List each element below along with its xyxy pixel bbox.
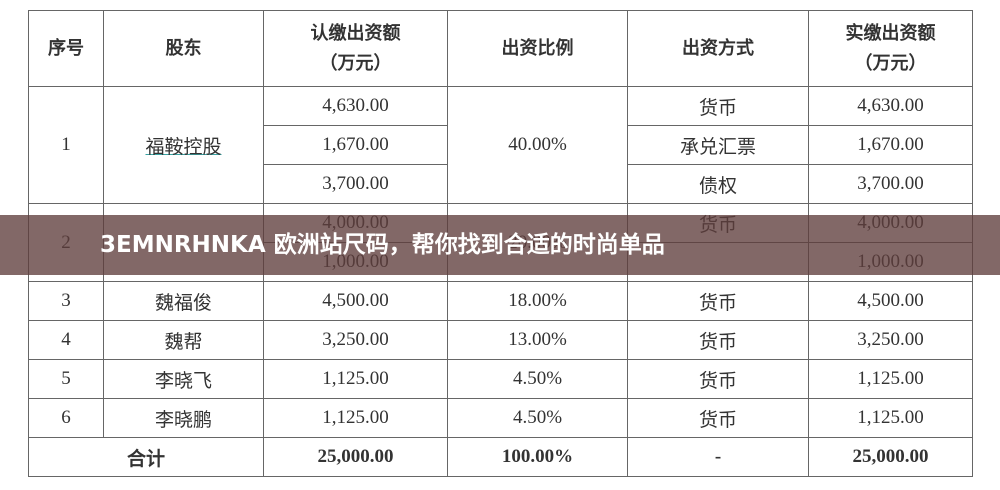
shareholder: 福鞍控股: [103, 86, 264, 204]
method: 债权: [627, 164, 809, 204]
header-cell: 实缴出资额 （万元）: [808, 10, 973, 87]
table-row: 3,700.00 债权 3,700.00: [29, 164, 973, 204]
header-cell: 出资比例: [447, 10, 628, 87]
table-row: 1 福鞍控股 4,630.00 40.00% 货币 4,630.00: [28, 86, 973, 204]
table-row: 5 李晓飞 1,125.00 4.50% 货币 1,125.00: [28, 359, 973, 399]
row-number: 4: [28, 320, 104, 360]
subscribed-amount: 4,500.00: [263, 281, 448, 321]
subscribed-amount: 4,630.00: [263, 86, 448, 126]
row-number: 6: [28, 398, 104, 438]
table-row: 1,670.00 承兑汇票 1,670.00: [29, 125, 973, 165]
row-number: 3: [28, 281, 104, 321]
header-cell: 出资方式: [627, 10, 809, 87]
ratio: 40.00%: [447, 86, 628, 204]
paid-amount: 3,700.00: [808, 164, 973, 204]
shareholder-name: 福鞍控股: [145, 136, 222, 158]
ratio: 4.50%: [447, 359, 628, 399]
subscribed-amount: 1,670.00: [263, 125, 448, 165]
shareholder: 李晓飞: [103, 359, 264, 399]
overlay-banner: 3EMNRHNKA 欧洲站尺码，帮你找到合适的时尚单品: [0, 215, 1000, 275]
header-row: 序号 股东 认缴出资额 （万元） 出资比例 出资方式 实缴出资额 （万元）: [28, 10, 973, 87]
ratio: 18.00%: [447, 281, 628, 321]
shareholder: 魏福俊: [103, 281, 264, 321]
shareholder-name: 李晓鹏: [154, 409, 212, 431]
shareholder: 李晓鹏: [103, 398, 264, 438]
method: 货币: [627, 359, 809, 399]
subscribed-amount: 1,125.00: [263, 398, 448, 438]
paid-amount: 1,670.00: [808, 125, 973, 165]
paid-amount: 4,630.00: [808, 86, 973, 126]
ratio: 13.00%: [447, 320, 628, 360]
paid-amount: 3,250.00: [808, 320, 973, 360]
subscribed-amount: 1,125.00: [263, 359, 448, 399]
subscribed-amount: 3,250.00: [263, 320, 448, 360]
method: 货币: [627, 398, 809, 438]
subscribed-amount: 3,700.00: [263, 164, 448, 204]
ratio: 4.50%: [447, 398, 628, 438]
shareholder-name: 魏帮: [164, 331, 203, 353]
paid-amount: 1,125.00: [808, 359, 973, 399]
method: 货币: [627, 86, 809, 126]
total-subscribed: 25,000.00: [263, 437, 448, 477]
total-label: 合计: [28, 437, 264, 477]
shareholder-name: 李晓飞: [154, 370, 212, 392]
total-paid: 25,000.00: [808, 437, 973, 477]
header-cell: 序号: [28, 10, 104, 87]
header-cell: 认缴出资额 （万元）: [263, 10, 448, 87]
row-number: 5: [28, 359, 104, 399]
total-row: 合计 25,000.00 100.00% -25,000.00: [28, 437, 973, 477]
total-ratio: 100.00%: [447, 437, 628, 477]
paid-amount: 1,125.00: [808, 398, 973, 438]
shareholder-name: 魏福俊: [154, 292, 212, 314]
paid-amount: 4,500.00: [808, 281, 973, 321]
row-number: 1: [28, 86, 104, 204]
table-row: 3 魏福俊 4,500.00 18.00% 货币 4,500.00: [28, 281, 973, 321]
table-row: 4 魏帮 3,250.00 13.00% 货币 3,250.00: [28, 320, 973, 360]
method: 货币: [627, 320, 809, 360]
method: 货币: [627, 281, 809, 321]
table-body: 1 福鞍控股 4,630.00 40.00% 货币 4,630.00 1,670.00 承兑汇…: [28, 86, 973, 477]
total-method: -: [627, 437, 809, 477]
method: 承兑汇票: [627, 125, 809, 165]
shareholder: 魏帮: [103, 320, 264, 360]
table-row: 6 李晓鹏 1,125.00 4.50% 货币 1,125.00: [28, 398, 973, 438]
header-cell: 股东: [103, 10, 264, 87]
